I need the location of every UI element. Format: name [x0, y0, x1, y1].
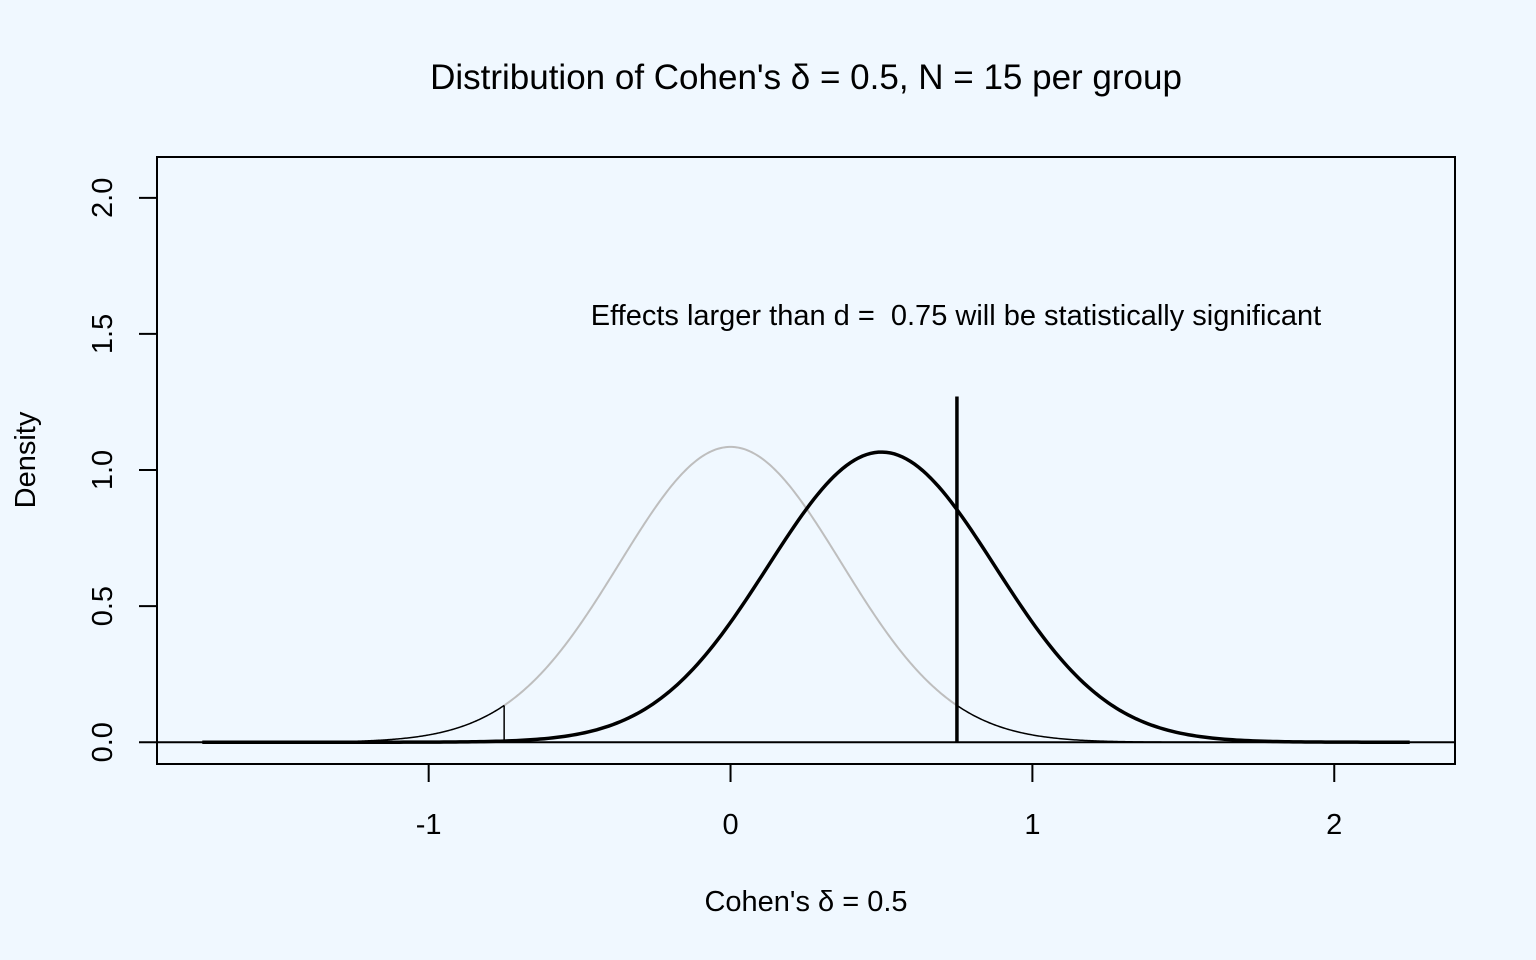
x-tick-label: 0	[722, 809, 738, 841]
x-axis-label: Cohen's δ = 0.5	[704, 886, 907, 918]
chart-title: Distribution of Cohen's δ = 0.5, N = 15 …	[430, 58, 1182, 97]
significance-annotation: Effects larger than d = 0.75 will be sta…	[591, 300, 1321, 332]
y-tick-label: 1.5	[87, 314, 119, 354]
null-distribution-curve	[503, 445, 958, 707]
x-tick-label: 2	[1326, 809, 1342, 841]
y-tick-label: 1.0	[87, 450, 119, 490]
plot-frame	[156, 156, 1456, 765]
y-tick-label: 0.5	[87, 586, 119, 626]
y-tick-label: 2.0	[87, 178, 119, 218]
x-axis: -1 0 1 2	[416, 763, 1342, 841]
y-tick-label: 0.0	[87, 722, 119, 762]
y-axis-label: Density	[10, 411, 42, 508]
x-tick-label: -1	[416, 809, 442, 841]
null-distribution-lower-tail	[202, 704, 505, 743]
x-tick-label: 1	[1024, 809, 1040, 841]
y-axis: 0.0 0.5 1.0 1.5 2.0	[87, 178, 158, 762]
null-distribution-upper-tail	[956, 704, 1410, 743]
alternative-distribution-curve	[202, 450, 1410, 744]
